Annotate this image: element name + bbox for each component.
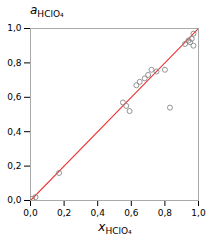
svg-text:1,0: 1,0 — [7, 23, 22, 33]
svg-text:0,6: 0,6 — [7, 92, 22, 102]
svg-text:0,6: 0,6 — [124, 208, 139, 218]
svg-text:0,4: 0,4 — [91, 208, 106, 218]
svg-text:0,8: 0,8 — [7, 58, 22, 68]
svg-text:0,2: 0,2 — [7, 161, 21, 171]
svg-text:0,8: 0,8 — [158, 208, 173, 218]
svg-text:0,0: 0,0 — [7, 195, 22, 205]
svg-text:0,2: 0,2 — [57, 208, 71, 218]
html-text:aHClO₄: aHClO₄ — [30, 3, 64, 20]
svg-text:0,0: 0,0 — [23, 208, 38, 218]
svg-text:1,0: 1,0 — [191, 208, 206, 218]
html-text:xHClO₄: xHClO₄ — [98, 220, 132, 237]
svg-text:0,4: 0,4 — [7, 127, 22, 137]
